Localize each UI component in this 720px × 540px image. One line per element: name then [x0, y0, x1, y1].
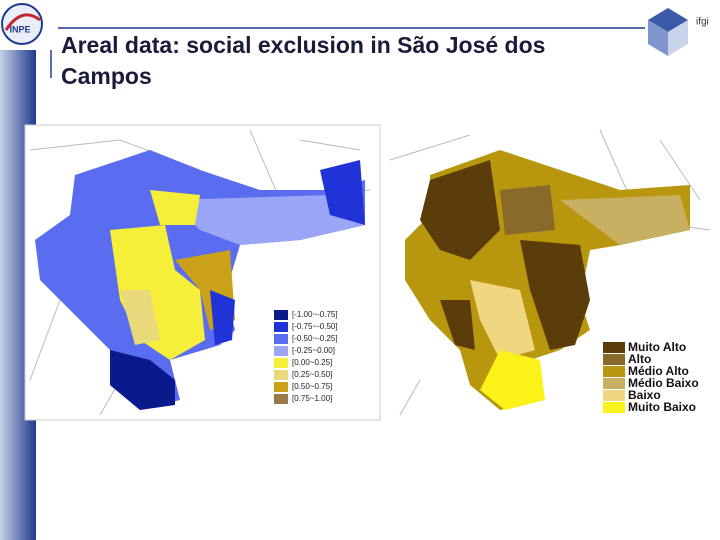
- legend-label: Muito Alto: [628, 340, 686, 354]
- legend-swatch: [274, 358, 288, 368]
- map-right: [385, 125, 715, 420]
- legend-label: [-1.00~-0.75]: [292, 310, 338, 319]
- legend-label: Muito Baixo: [628, 400, 696, 414]
- inpe-logo: INPE: [1, 3, 43, 45]
- legend-swatch: [274, 382, 288, 392]
- legend-label: Médio Alto: [628, 364, 689, 378]
- legend-swatch: [274, 346, 288, 356]
- legend-label: [0.00~0.25]: [292, 358, 332, 367]
- legend-label: Médio Baixo: [628, 376, 699, 390]
- legend-swatch: [603, 354, 625, 365]
- ifgi-logo: ifgi: [648, 8, 709, 56]
- legend-label: [-0.75~-0.50]: [292, 322, 338, 331]
- logo-text: ifgi: [696, 17, 709, 28]
- legend-label: [0.25~0.50]: [292, 370, 332, 379]
- title-line: Areal data: social exclusion in São José…: [61, 32, 545, 58]
- map-left: [24, 124, 381, 421]
- title-line: Campos: [61, 63, 152, 89]
- legend-label: [-0.50~-0.25]: [292, 334, 338, 343]
- legend-swatch: [603, 390, 625, 401]
- legend-swatch: [603, 378, 625, 389]
- legend-swatch: [603, 342, 625, 353]
- legend-swatch: [603, 366, 625, 377]
- legend-swatch: [603, 402, 625, 413]
- legend-label: [0.75~1.00]: [292, 394, 332, 403]
- legend-left: [-1.00~-0.75] [-0.75~-0.50] [-0.50~-0.25] […: [274, 310, 338, 404]
- legend-swatch: [274, 334, 288, 344]
- legend-label: Alto: [628, 352, 651, 366]
- logo-text: INPE: [9, 24, 30, 34]
- legend-swatch: [274, 310, 288, 320]
- legend-swatch: [274, 370, 288, 380]
- legend-label: Baixo: [628, 388, 661, 402]
- legend-label: [0.50~0.75]: [292, 382, 332, 391]
- legend-label: [-0.25~0.00]: [292, 346, 335, 355]
- legend-swatch: [274, 394, 288, 404]
- legend-swatch: [274, 322, 288, 332]
